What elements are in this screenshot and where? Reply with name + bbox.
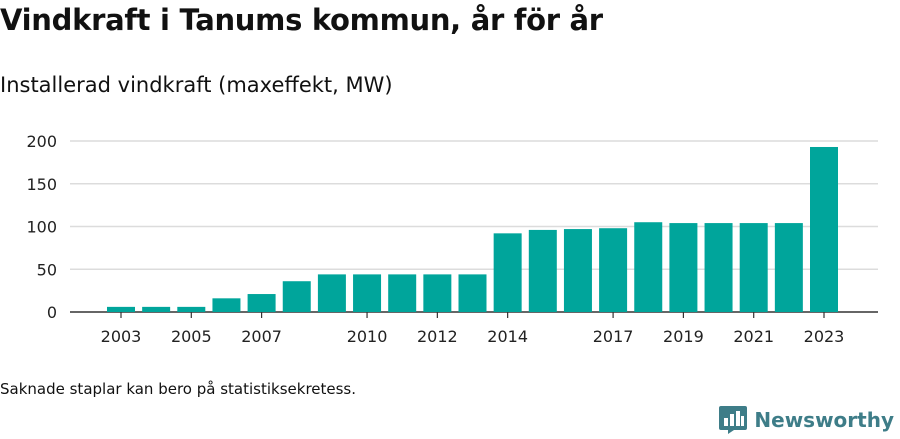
bar-2015 — [528, 229, 557, 312]
bar-2014 — [493, 233, 522, 312]
y-tick-label: 200 — [26, 132, 57, 151]
bar-2006 — [212, 298, 241, 312]
bar-2019 — [669, 223, 698, 312]
x-tick-label: 2007 — [241, 327, 282, 346]
bar-2020 — [704, 223, 733, 312]
chart-subtitle: Installerad vindkraft (maxeffekt, MW) — [0, 73, 393, 97]
bar-2021 — [739, 223, 768, 312]
y-axis-ticks: 0 50 100 150 200 — [26, 132, 57, 322]
bar-2004 — [142, 306, 171, 312]
chart-title: Vindkraft i Tanums kommun, år för år — [0, 3, 603, 37]
bar-2017 — [599, 228, 628, 312]
x-tick-label: 2005 — [171, 327, 212, 346]
x-tick-label: 2019 — [663, 327, 704, 346]
x-tick-label: 2023 — [804, 327, 845, 346]
bar-2023 — [810, 146, 838, 312]
bar-2005 — [177, 306, 206, 312]
brand-logo[interactable]: Newsworthy — [718, 405, 894, 435]
bar-2008 — [282, 281, 311, 312]
bar-2018 — [634, 222, 663, 312]
brand-name: Newsworthy — [754, 408, 894, 432]
x-tick-label: 2017 — [593, 327, 634, 346]
y-tick-label: 150 — [26, 175, 57, 194]
bar-2010 — [353, 274, 382, 312]
bar-chart-speech-bubble-icon — [719, 406, 748, 434]
bar-2003 — [107, 306, 135, 312]
x-tick-label: 2014 — [487, 327, 528, 346]
x-tick-label: 2012 — [417, 327, 458, 346]
bar-2016 — [563, 229, 592, 312]
bar-2022 — [774, 223, 803, 312]
bar-2007 — [247, 294, 276, 312]
x-tick-label: 2010 — [347, 327, 388, 346]
bar-2012 — [423, 274, 452, 312]
footnote: Saknade staplar kan bero på statistiksek… — [0, 380, 357, 398]
y-tick-label: 50 — [37, 260, 57, 279]
bar-2009 — [317, 274, 346, 312]
bars — [107, 146, 838, 312]
x-axis-ticks: 2003 2005 2007 2010 2012 2014 2017 2019 2021 2023 — [101, 312, 845, 346]
bar-chart: 0 50 100 150 200 2003 2005 2007 2010 2012 2014 201… — [26, 132, 878, 346]
bar-2011 — [388, 274, 417, 312]
x-tick-label: 2021 — [733, 327, 774, 346]
bar-2013 — [458, 274, 487, 312]
y-tick-label: 0 — [47, 303, 57, 322]
x-tick-label: 2003 — [101, 327, 142, 346]
y-tick-label: 100 — [26, 218, 57, 237]
